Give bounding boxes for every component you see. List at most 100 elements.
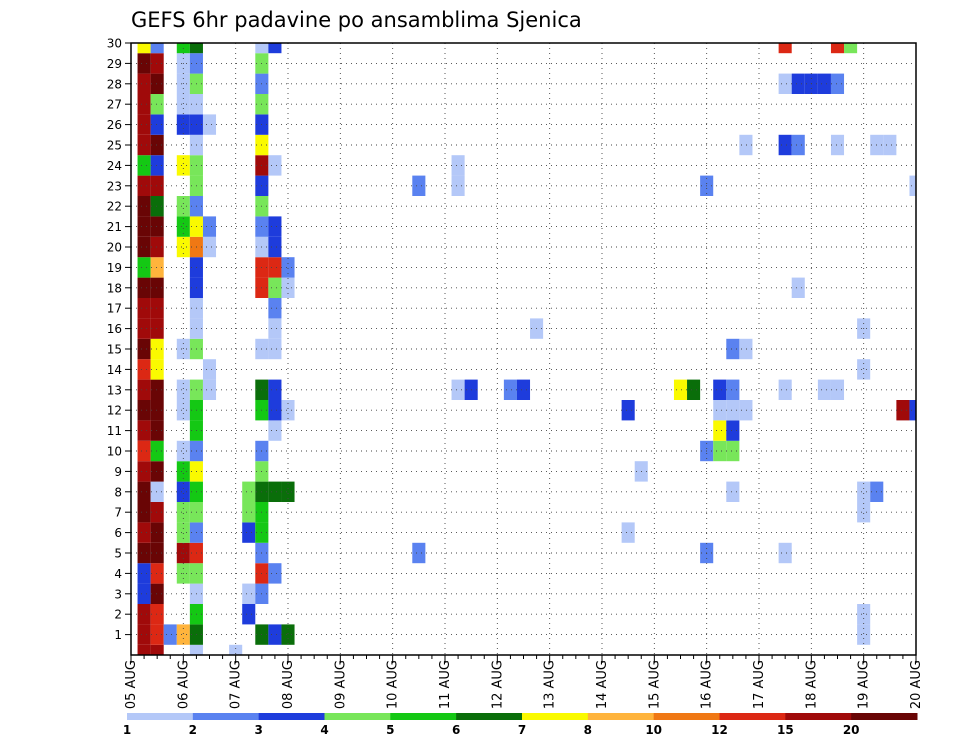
heatmap-cell [137,481,151,502]
colorbar-label: 3 [254,723,262,737]
heatmap-cell [242,481,256,502]
y-tick-label: 13 [107,383,122,397]
y-tick-label: 23 [107,179,122,193]
y-tick-label: 17 [107,302,122,316]
heatmap-cell [176,440,190,462]
x-tick-label: 19 AUG [857,660,872,709]
heatmap-cell [137,216,151,237]
colorbar-swatch [719,713,786,720]
y-tick-label: 8 [114,485,122,499]
heatmap-cell [176,379,190,400]
heatmap-cell [150,338,164,360]
heatmap-cell [726,338,740,360]
heatmap-cell [137,134,151,156]
heatmap-cell [281,257,295,278]
heatmap-cell [516,379,531,400]
heatmap-cell [739,400,753,421]
heatmap-cell [150,43,164,54]
heatmap-cell [621,400,635,421]
heatmap-cell [242,522,256,543]
heatmap-cell [268,379,282,400]
heatmap-cell [713,440,727,462]
heatmap-cell [137,94,151,115]
y-tick-label: 26 [107,118,122,132]
heatmap-cell [150,134,164,156]
heatmap-cell [189,644,203,655]
heatmap-cell [176,94,190,115]
heatmap-cell [830,73,845,94]
colorbar-label: 1 [123,723,131,737]
y-tick-label: 2 [114,608,122,622]
y-tick-label: 20 [107,241,122,255]
colorbar-swatch [390,713,457,720]
heatmap-cell [137,379,151,400]
colorbar-label: 5 [386,723,394,737]
heatmap-cell [726,481,740,502]
heatmap-cell [150,53,164,74]
x-tick-label: 08 AUG [281,660,296,709]
x-tick-label: 17 AUG [752,660,767,709]
colorbar-label: 12 [711,723,728,737]
heatmap-cell [281,624,295,645]
heatmap-cell [150,257,164,278]
heatmap-cell [268,563,282,584]
heatmap-cell [150,583,164,604]
heatmap-cell [137,522,151,543]
heatmap-cell [896,400,910,421]
colorbar-label: 7 [518,723,526,737]
heatmap-cell [176,502,190,523]
heatmap-cell [137,175,151,196]
heatmap-cell [137,440,151,462]
heatmap-cell [739,134,753,156]
heatmap-cell [137,420,151,441]
y-tick-label: 28 [107,77,122,91]
heatmap-cell [621,522,635,543]
heatmap-cell [778,542,792,564]
x-tick-label: 20 AUG [909,660,924,709]
colorbar-swatch [192,713,260,720]
heatmap-cell [137,236,151,258]
heatmap-cell [150,94,164,115]
heatmap-cell [844,43,858,54]
heatmap-cell [150,644,164,655]
heatmap-cell [137,644,151,655]
heatmap-cell [150,114,164,135]
heatmap-cell [451,379,465,400]
y-tick-label: 18 [107,281,122,295]
x-tick-label: 14 AUG [595,660,610,709]
x-tick-label: 12 AUG [490,660,505,709]
heatmap-cell [202,359,217,380]
heatmap-cell [268,298,282,319]
heatmap-cell [176,155,190,176]
heatmap-cell [857,481,871,502]
heatmap-cell [268,155,282,176]
heatmap-cell [189,43,203,54]
y-tick-label: 11 [107,424,122,438]
heatmap-cell [150,216,164,237]
heatmap-cell [202,379,217,400]
heatmap-cell [150,400,164,421]
heatmap-cell [726,420,740,441]
heatmap-cell [150,379,164,400]
colorbar-swatch [522,713,589,720]
heatmap-cell [150,481,164,502]
heatmap-cell [281,400,295,421]
heatmap-cell [150,175,164,196]
heatmap-cell [150,298,164,319]
heatmap-cell [176,522,190,543]
heatmap-cell [176,196,190,217]
colorbar-swatch [587,713,655,720]
heatmap-cell [150,420,164,441]
heatmap-cell [739,338,753,360]
colorbar-label: 20 [843,723,860,737]
colorbar-label: 6 [452,723,460,737]
y-tick-label: 30 [107,37,122,51]
heatmap-cell [137,257,151,278]
colorbar-swatch [851,713,918,720]
heatmap-cell [137,583,151,604]
x-axis: 05 AUG 06 AUG 07 AUG 08 AUG 09 AUG 10 AUG 11 A… [124,655,924,709]
colorbar-swatch [127,713,194,720]
heatmap-cell [817,379,831,400]
heatmap-cell [176,481,190,502]
heatmap-cell [857,624,871,645]
